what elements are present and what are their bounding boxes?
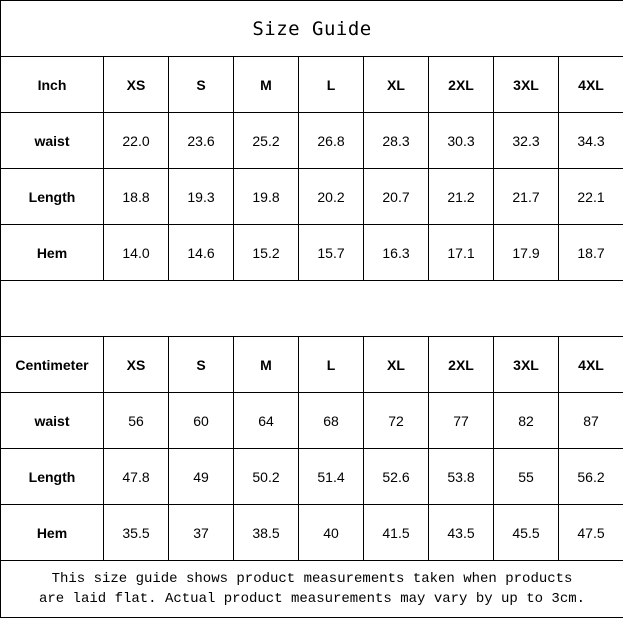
size-header-xs: XS <box>103 56 169 113</box>
measurement-value: 18.8 <box>103 168 169 225</box>
measurement-value: 28.3 <box>363 112 429 169</box>
measurement-value: 16.3 <box>363 224 429 281</box>
measurement-value: 47.8 <box>103 448 169 505</box>
measurement-value: 19.8 <box>233 168 299 225</box>
measurement-value: 53.8 <box>428 448 494 505</box>
table-row: Length 18.8 19.3 19.8 20.2 20.7 21.2 21.7 22.1 <box>0 168 623 225</box>
title-row: Size Guide <box>0 0 623 57</box>
size-header-2xl: 2XL <box>428 56 494 113</box>
size-note: This size guide shows product measuremen… <box>0 560 623 618</box>
size-header-l: L <box>298 56 364 113</box>
spacer-cell <box>0 280 623 337</box>
measurement-value: 56.2 <box>557 448 623 505</box>
measurement-value: 35.5 <box>103 504 169 561</box>
measurement-value: 56 <box>103 392 169 449</box>
size-header-2xl: 2XL <box>428 336 494 393</box>
measurement-label: Hem <box>0 224 104 281</box>
measurement-value: 77 <box>428 392 494 449</box>
note-line-2: are laid flat. Actual product measuremen… <box>38 591 586 607</box>
page-title: Size Guide <box>0 0 623 57</box>
measurement-value: 23.6 <box>168 112 234 169</box>
size-header-xl: XL <box>363 336 429 393</box>
measurement-value: 14.6 <box>168 224 234 281</box>
size-header-s: S <box>168 56 234 113</box>
size-header-xl: XL <box>363 56 429 113</box>
measurement-value: 22.0 <box>103 112 169 169</box>
measurement-value: 18.7 <box>557 224 623 281</box>
size-header-xs: XS <box>103 336 169 393</box>
measurement-value: 52.6 <box>363 448 429 505</box>
cm-table-header-row: Centimeter XS S M L XL 2XL 3XL 4XL <box>0 336 623 393</box>
measurement-value: 72 <box>363 392 429 449</box>
measurement-value: 64 <box>233 392 299 449</box>
measurement-value: 41.5 <box>363 504 429 561</box>
table-row: Hem 14.0 14.6 15.2 15.7 16.3 17.1 17.9 18.7 <box>0 224 623 281</box>
measurement-value: 45.5 <box>493 504 559 561</box>
measurement-label: waist <box>0 392 104 449</box>
measurement-value: 21.2 <box>428 168 494 225</box>
measurement-value: 25.2 <box>233 112 299 169</box>
measurement-value: 37 <box>168 504 234 561</box>
unit-label: Centimeter <box>0 336 104 393</box>
table-row: waist 56 60 64 68 72 77 82 87 <box>0 392 623 449</box>
size-header-4xl: 4XL <box>557 336 623 393</box>
measurement-value: 34.3 <box>557 112 623 169</box>
measurement-label: Length <box>0 168 104 225</box>
measurement-value: 21.7 <box>493 168 559 225</box>
unit-label: Inch <box>0 56 104 113</box>
note-line-1: This size guide shows product measuremen… <box>51 571 573 587</box>
measurement-value: 82 <box>493 392 559 449</box>
measurement-value: 38.5 <box>233 504 299 561</box>
table-row: waist 22.0 23.6 25.2 26.8 28.3 30.3 32.3 34.3 <box>0 112 623 169</box>
measurement-label: waist <box>0 112 104 169</box>
size-header-l: L <box>298 336 364 393</box>
table-row: Length 47.8 49 50.2 51.4 52.6 53.8 55 56.2 <box>0 448 623 505</box>
measurement-value: 20.2 <box>298 168 364 225</box>
measurement-value: 17.1 <box>428 224 494 281</box>
measurement-value: 19.3 <box>168 168 234 225</box>
measurement-value: 15.2 <box>233 224 299 281</box>
size-header-m: M <box>233 336 299 393</box>
measurement-value: 47.5 <box>557 504 623 561</box>
measurement-value: 87 <box>557 392 623 449</box>
measurement-value: 14.0 <box>103 224 169 281</box>
measurement-value: 43.5 <box>428 504 494 561</box>
size-header-3xl: 3XL <box>493 336 559 393</box>
table-row: Hem 35.5 37 38.5 40 41.5 43.5 45.5 47.5 <box>0 504 623 561</box>
measurement-value: 22.1 <box>557 168 623 225</box>
measurement-value: 50.2 <box>233 448 299 505</box>
measurement-value: 40 <box>298 504 364 561</box>
measurement-label: Length <box>0 448 104 505</box>
size-header-3xl: 3XL <box>493 56 559 113</box>
measurement-value: 60 <box>168 392 234 449</box>
measurement-label: Hem <box>0 504 104 561</box>
size-header-m: M <box>233 56 299 113</box>
measurement-value: 68 <box>298 392 364 449</box>
measurement-value: 26.8 <box>298 112 364 169</box>
measurement-value: 55 <box>493 448 559 505</box>
inch-table-header-row: Inch XS S M L XL 2XL 3XL 4XL <box>0 56 623 113</box>
size-header-s: S <box>168 336 234 393</box>
measurement-value: 20.7 <box>363 168 429 225</box>
measurement-value: 49 <box>168 448 234 505</box>
measurement-value: 51.4 <box>298 448 364 505</box>
spacer-row <box>0 280 623 337</box>
measurement-value: 15.7 <box>298 224 364 281</box>
note-row: This size guide shows product measuremen… <box>0 560 623 618</box>
size-header-4xl: 4XL <box>557 56 623 113</box>
measurement-value: 32.3 <box>493 112 559 169</box>
measurement-value: 30.3 <box>428 112 494 169</box>
measurement-value: 17.9 <box>493 224 559 281</box>
